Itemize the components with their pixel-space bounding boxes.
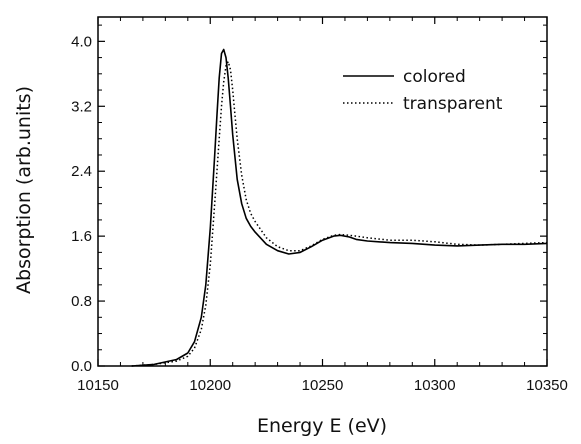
legend-label-transparent: transparent [403, 94, 503, 114]
x-tick-label: 10150 [77, 377, 119, 394]
x-tick-label: 10300 [414, 377, 456, 394]
series-line-colored [131, 48, 548, 367]
x-axis-label: Energy E (eV) [257, 415, 387, 437]
legend-label-colored: colored [403, 67, 466, 87]
y-tick-label: 2.4 [71, 163, 92, 180]
y-tick-label: 1.6 [71, 228, 92, 245]
axis-tick-labels: 10150 10200 10250 10300 10350 0.0 0.8 1.6 2.4 3.2… [71, 33, 568, 394]
plot-frame [97, 16, 548, 367]
y-tick-label: 3.2 [71, 98, 92, 115]
axis-ticks [97, 17, 548, 367]
y-tick-label: 0.8 [71, 293, 92, 310]
data-series [131, 48, 548, 367]
legend: colored transparent [343, 67, 503, 114]
y-axis-label: Absorption (arb.units) [13, 86, 35, 294]
y-tick-label: 0.0 [71, 358, 92, 375]
x-tick-label: 10250 [302, 377, 344, 394]
x-tick-label: 10350 [526, 377, 568, 394]
y-tick-label: 4.0 [71, 33, 92, 50]
x-tick-label: 10200 [189, 377, 231, 394]
